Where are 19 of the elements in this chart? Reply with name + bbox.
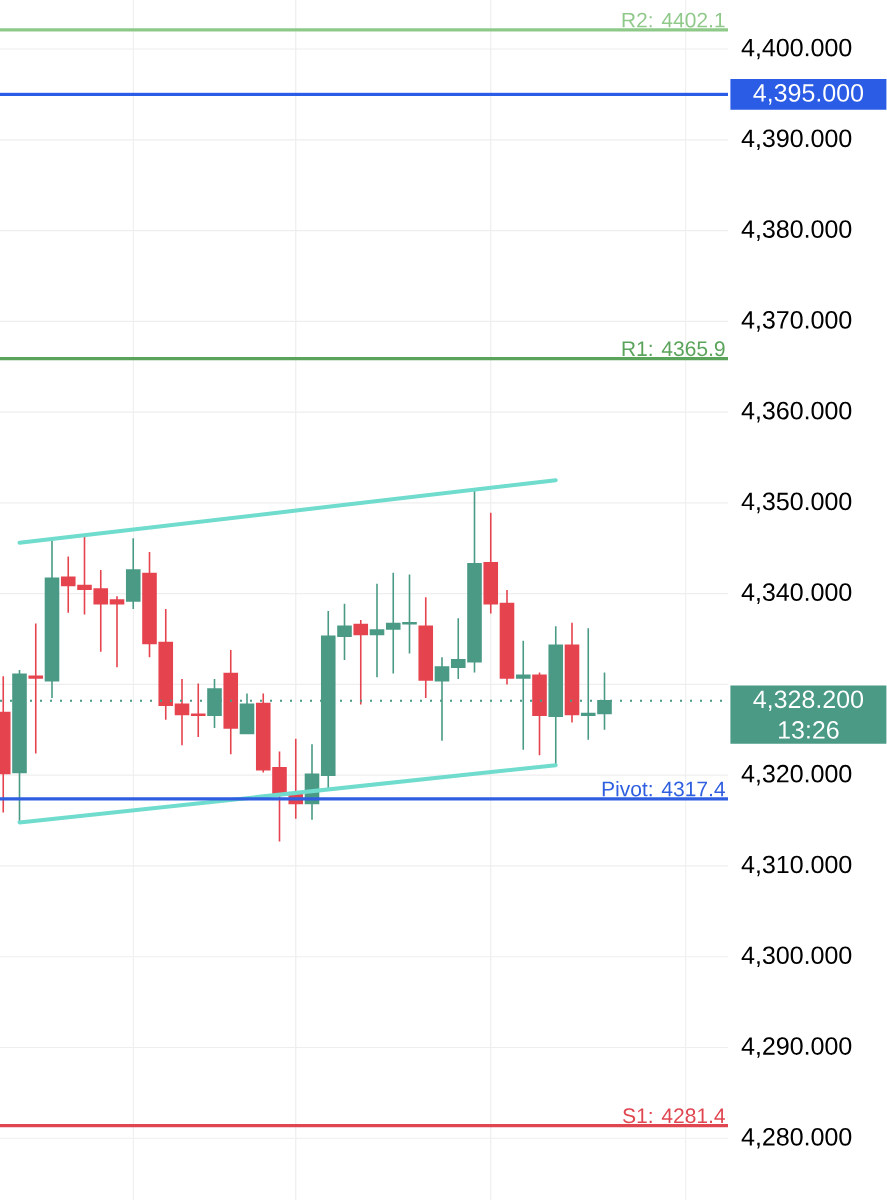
y-tick-label: 4,390.000 (741, 129, 852, 151)
y-tick-label: 4,370.000 (741, 311, 852, 332)
text: 13:26 (779, 721, 839, 739)
y-tick-label: 4,320.000 (741, 764, 852, 786)
y-tick-label: 4,380.000 (741, 220, 852, 241)
ref-line-label: 4,395.000 (753, 84, 864, 105)
ref-line-label: R1: 4365.9 (622, 341, 725, 357)
y-tick-label: 4,290.000 (741, 1037, 852, 1058)
y-tick-label: 4,350.000 (741, 492, 852, 514)
ref-line-label: 4,328.200 (753, 690, 864, 712)
y-tick-label: 4,300.000 (741, 946, 852, 968)
ref-line-label: R2: 4402.1 (622, 12, 725, 28)
y-tick-label: 4,400.000 (741, 38, 852, 60)
ref-line-label: S1: 4281.4 (623, 1108, 725, 1124)
y-tick-label: 4,280.000 (741, 1127, 852, 1149)
y-tick-label: 4,310.000 (741, 855, 852, 877)
y-tick-label: 4,360.000 (741, 401, 852, 423)
y-tick-label: 4,340.000 (741, 583, 852, 604)
ref-line-label: Pivot: 4317.4 (602, 780, 725, 797)
